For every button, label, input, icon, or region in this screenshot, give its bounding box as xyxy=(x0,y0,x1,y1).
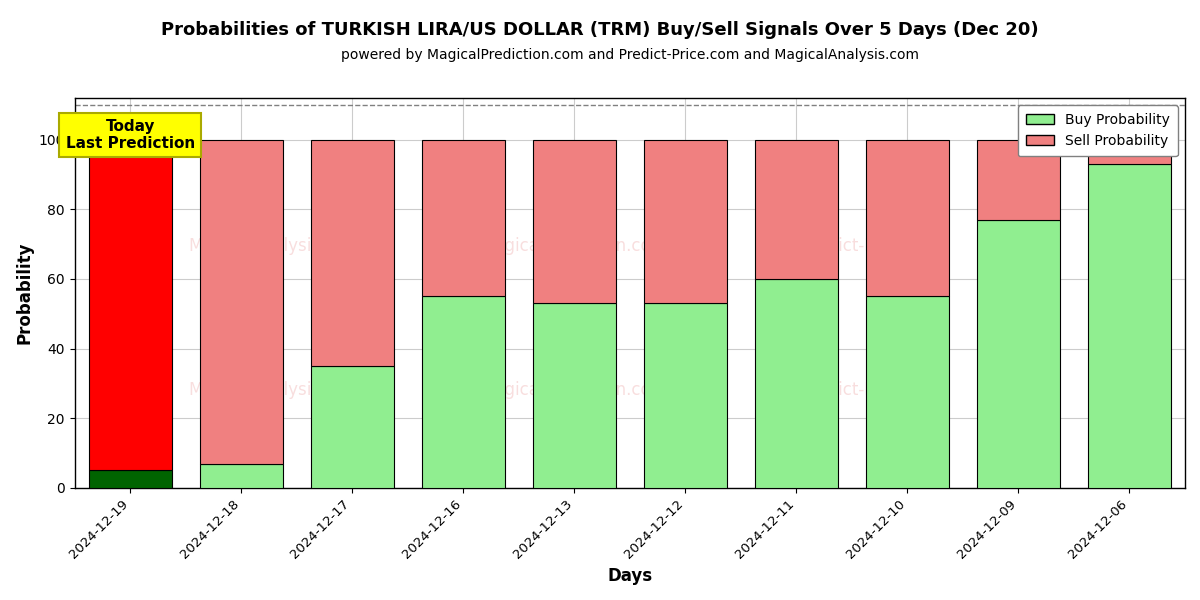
Bar xyxy=(199,464,283,488)
Bar xyxy=(311,366,394,488)
Y-axis label: Probability: Probability xyxy=(16,242,34,344)
Bar xyxy=(865,140,949,296)
Legend: Buy Probability, Sell Probability: Buy Probability, Sell Probability xyxy=(1018,105,1178,157)
Bar xyxy=(643,140,727,304)
Bar xyxy=(755,279,838,488)
Text: MagicalAnalysis.com: MagicalAnalysis.com xyxy=(188,382,361,400)
Bar xyxy=(533,304,616,488)
Bar xyxy=(533,140,616,304)
Bar xyxy=(977,220,1060,488)
Text: Probabilities of TURKISH LIRA/US DOLLAR (TRM) Buy/Sell Signals Over 5 Days (Dec : Probabilities of TURKISH LIRA/US DOLLAR … xyxy=(161,21,1039,39)
Bar xyxy=(311,140,394,366)
Bar xyxy=(421,140,505,296)
X-axis label: Days: Days xyxy=(607,567,653,585)
Text: MagicalPrediction.com: MagicalPrediction.com xyxy=(481,382,667,400)
Bar xyxy=(643,304,727,488)
Text: Predict-Price.com: Predict-Price.com xyxy=(802,382,947,400)
Text: MagicalPrediction.com: MagicalPrediction.com xyxy=(481,237,667,255)
Bar xyxy=(865,296,949,488)
Text: Today
Last Prediction: Today Last Prediction xyxy=(66,119,194,151)
Bar xyxy=(977,140,1060,220)
Bar xyxy=(199,140,283,464)
Bar xyxy=(421,296,505,488)
Bar xyxy=(755,140,838,279)
Bar xyxy=(89,140,172,470)
Text: Predict-Price.com: Predict-Price.com xyxy=(802,237,947,255)
Bar xyxy=(89,470,172,488)
Title: powered by MagicalPrediction.com and Predict-Price.com and MagicalAnalysis.com: powered by MagicalPrediction.com and Pre… xyxy=(341,48,919,62)
Bar xyxy=(1088,140,1171,164)
Bar xyxy=(1088,164,1171,488)
Text: MagicalAnalysis.com: MagicalAnalysis.com xyxy=(188,237,361,255)
